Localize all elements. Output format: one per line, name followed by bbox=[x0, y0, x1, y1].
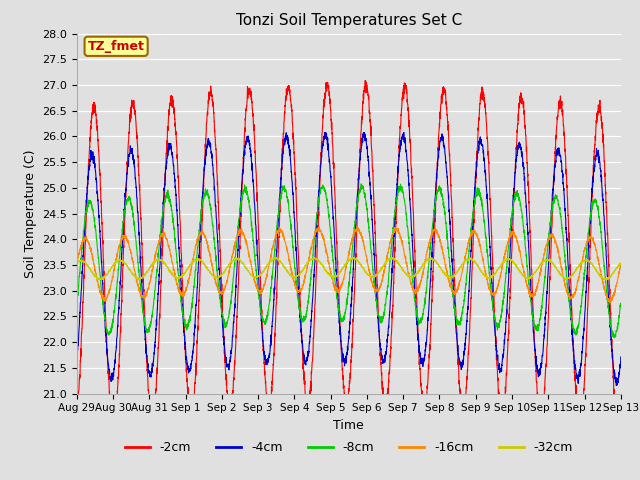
X-axis label: Time: Time bbox=[333, 419, 364, 432]
Text: TZ_fmet: TZ_fmet bbox=[88, 40, 145, 53]
Legend: -2cm, -4cm, -8cm, -16cm, -32cm: -2cm, -4cm, -8cm, -16cm, -32cm bbox=[120, 436, 578, 459]
Title: Tonzi Soil Temperatures Set C: Tonzi Soil Temperatures Set C bbox=[236, 13, 462, 28]
Y-axis label: Soil Temperature (C): Soil Temperature (C) bbox=[24, 149, 36, 278]
